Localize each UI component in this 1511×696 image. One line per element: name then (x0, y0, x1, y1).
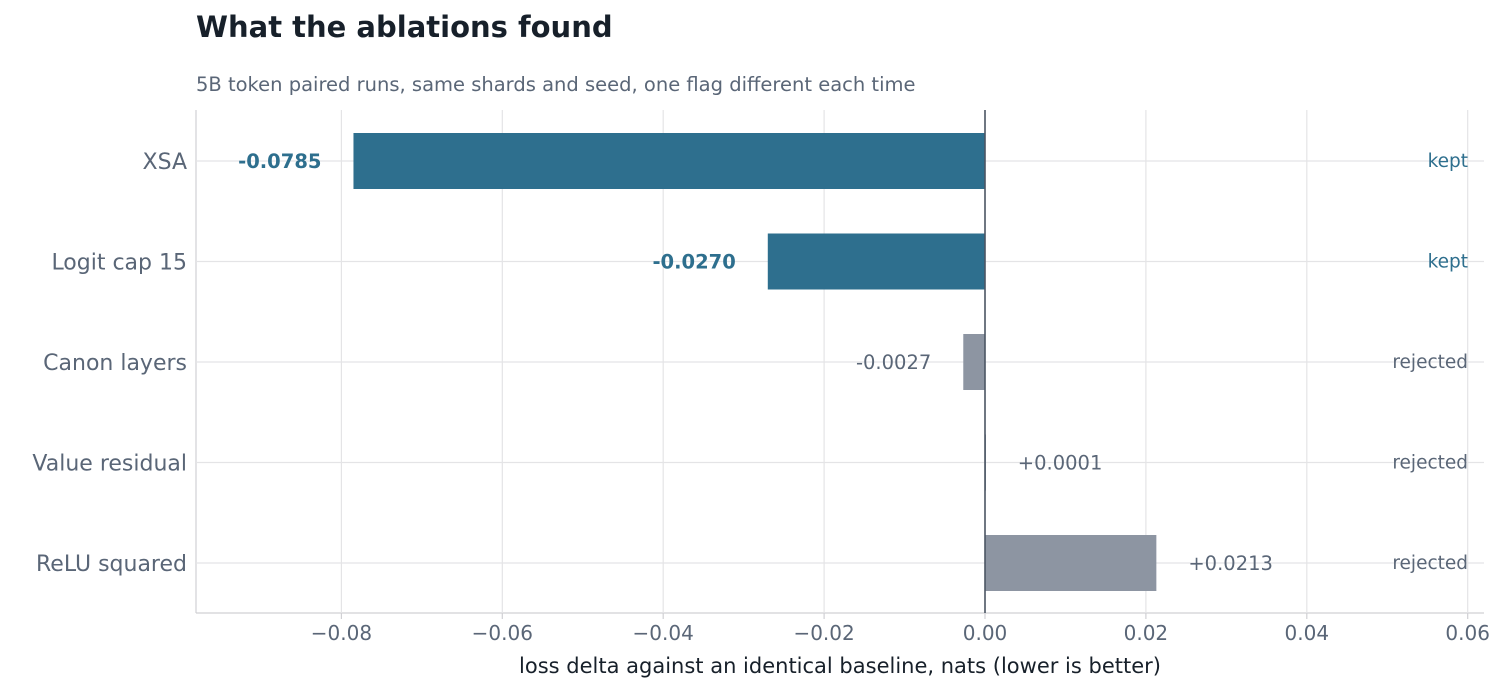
x-tick-label: 0.00 (963, 621, 1008, 645)
value-label: -0.0785 (238, 150, 321, 173)
value-label: +0.0213 (1188, 552, 1273, 575)
chart-subtitle: 5B token paired runs, same shards and se… (196, 73, 916, 96)
x-tick-label: −0.04 (633, 621, 694, 645)
value-label: -0.0027 (856, 351, 931, 374)
decision-label: rejected (1392, 553, 1468, 574)
x-tick-label: −0.06 (472, 621, 533, 645)
decision-label: rejected (1392, 453, 1468, 474)
x-tick-label: 0.02 (1124, 621, 1169, 645)
value-label: -0.0270 (652, 251, 735, 274)
x-tick-label: 0.04 (1285, 621, 1330, 645)
chart-title: What the ablations found (196, 10, 613, 44)
bar-logit-cap-15 (767, 233, 985, 290)
category-label: Value residual (32, 452, 187, 477)
x-tick-label: −0.02 (793, 621, 854, 645)
decision-label: kept (1428, 151, 1468, 172)
bar-relu-squared (985, 535, 1157, 591)
decision-label: kept (1428, 252, 1468, 273)
bar-xsa (353, 133, 985, 189)
bar-canon-layers (963, 334, 985, 390)
value-label: +0.0001 (1018, 452, 1103, 475)
decision-label: rejected (1392, 352, 1468, 373)
category-label: XSA (143, 150, 188, 175)
x-axis-label: loss delta against an identical baseline… (519, 654, 1161, 678)
category-label: Logit cap 15 (51, 251, 187, 276)
category-label: Canon layers (43, 351, 187, 376)
x-tick-label: −0.08 (311, 621, 372, 645)
x-tick-label: 0.06 (1445, 621, 1490, 645)
category-label: ReLU squared (36, 552, 187, 577)
